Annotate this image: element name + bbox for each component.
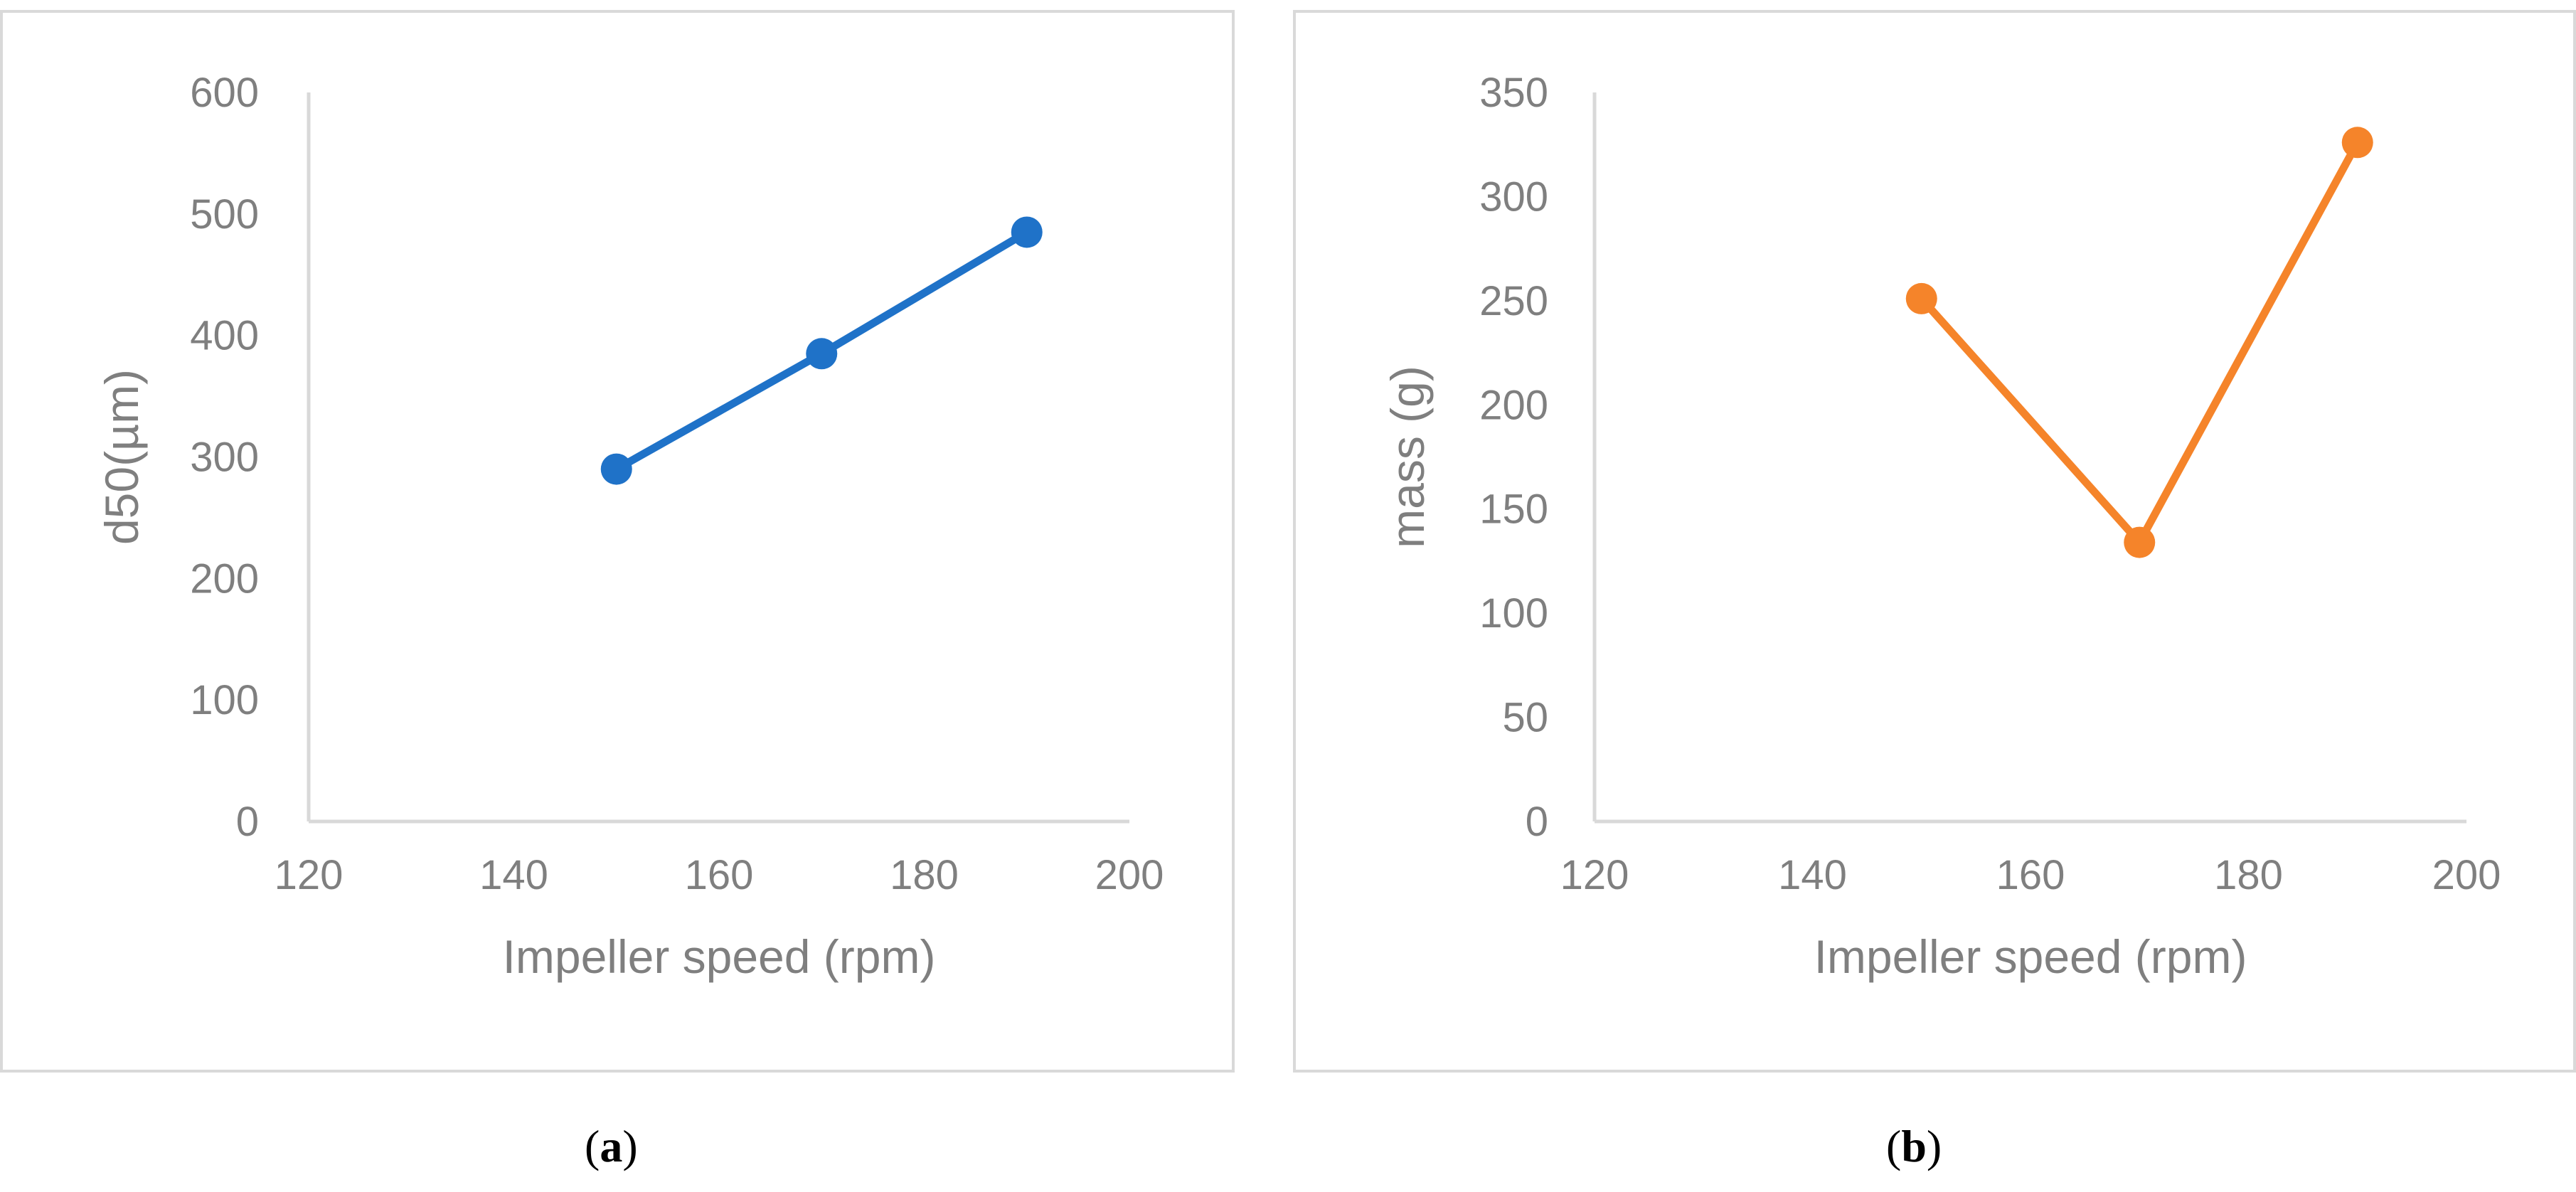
y-tick-label: 350	[1479, 70, 1548, 116]
x-tick-label: 120	[275, 852, 344, 898]
x-tick-label: 140	[479, 852, 548, 898]
x-tick-label: 160	[1996, 852, 2065, 898]
data-point	[2341, 127, 2373, 159]
data-point	[1905, 282, 1937, 314]
y-tick-label: 250	[1479, 278, 1548, 324]
y-tick-label: 500	[190, 191, 259, 238]
y-tick-label: 50	[1502, 695, 1548, 741]
x-tick-label: 180	[2214, 852, 2283, 898]
x-axis-title: Impeller speed (rpm)	[503, 930, 936, 983]
y-axis-title: d50(µm)	[95, 369, 148, 545]
series-line	[1917, 138, 2362, 547]
data-point	[806, 338, 838, 370]
data-point	[1011, 216, 1043, 248]
y-tick-label: 300	[190, 435, 259, 481]
x-tick-label: 200	[2432, 852, 2501, 898]
chart-panel-b: 0 50 100 150 200 250 300 350 120 140 160 180 200 Impe…	[1293, 10, 2576, 1073]
x-tick-label: 180	[890, 852, 959, 898]
y-tick-label: 600	[190, 70, 259, 116]
caption-a-label: a	[600, 1121, 623, 1171]
chart-a-plot: 0 100 200 300 400 500 600 120 140 160 180 200 Impell…	[95, 70, 1164, 983]
y-tick-label: 100	[190, 677, 259, 723]
y-tick-label: 300	[1479, 174, 1548, 220]
x-tick-label: 160	[685, 852, 754, 898]
x-tick-label: 120	[1560, 852, 1629, 898]
y-tick-label: 100	[1479, 590, 1548, 637]
x-tick-label: 140	[1778, 852, 1847, 898]
caption-b: (b)	[1886, 1121, 1942, 1171]
y-tick-label: 400	[190, 313, 259, 359]
caption-b-label: b	[1901, 1121, 1927, 1171]
chart-panel-a: 0 100 200 300 400 500 600 120 140 160 180 200 Impell…	[0, 10, 1235, 1073]
chart-b-plot: 0 50 100 150 200 250 300 350 120 140 160 180 200 Impe…	[1381, 70, 2501, 983]
y-tick-label: 0	[236, 799, 259, 845]
caption-a: (a)	[585, 1121, 638, 1171]
data-point	[600, 453, 632, 485]
y-tick-label: 150	[1479, 486, 1548, 533]
y-tick-label: 200	[1479, 382, 1548, 428]
x-axis-title: Impeller speed (rpm)	[1814, 930, 2247, 983]
x-tick-label: 200	[1095, 852, 1164, 898]
data-point	[2124, 526, 2156, 558]
y-axis-title: mass (g)	[1381, 366, 1434, 548]
y-tick-label: 0	[1526, 799, 1548, 845]
y-tick-label: 200	[190, 555, 259, 602]
